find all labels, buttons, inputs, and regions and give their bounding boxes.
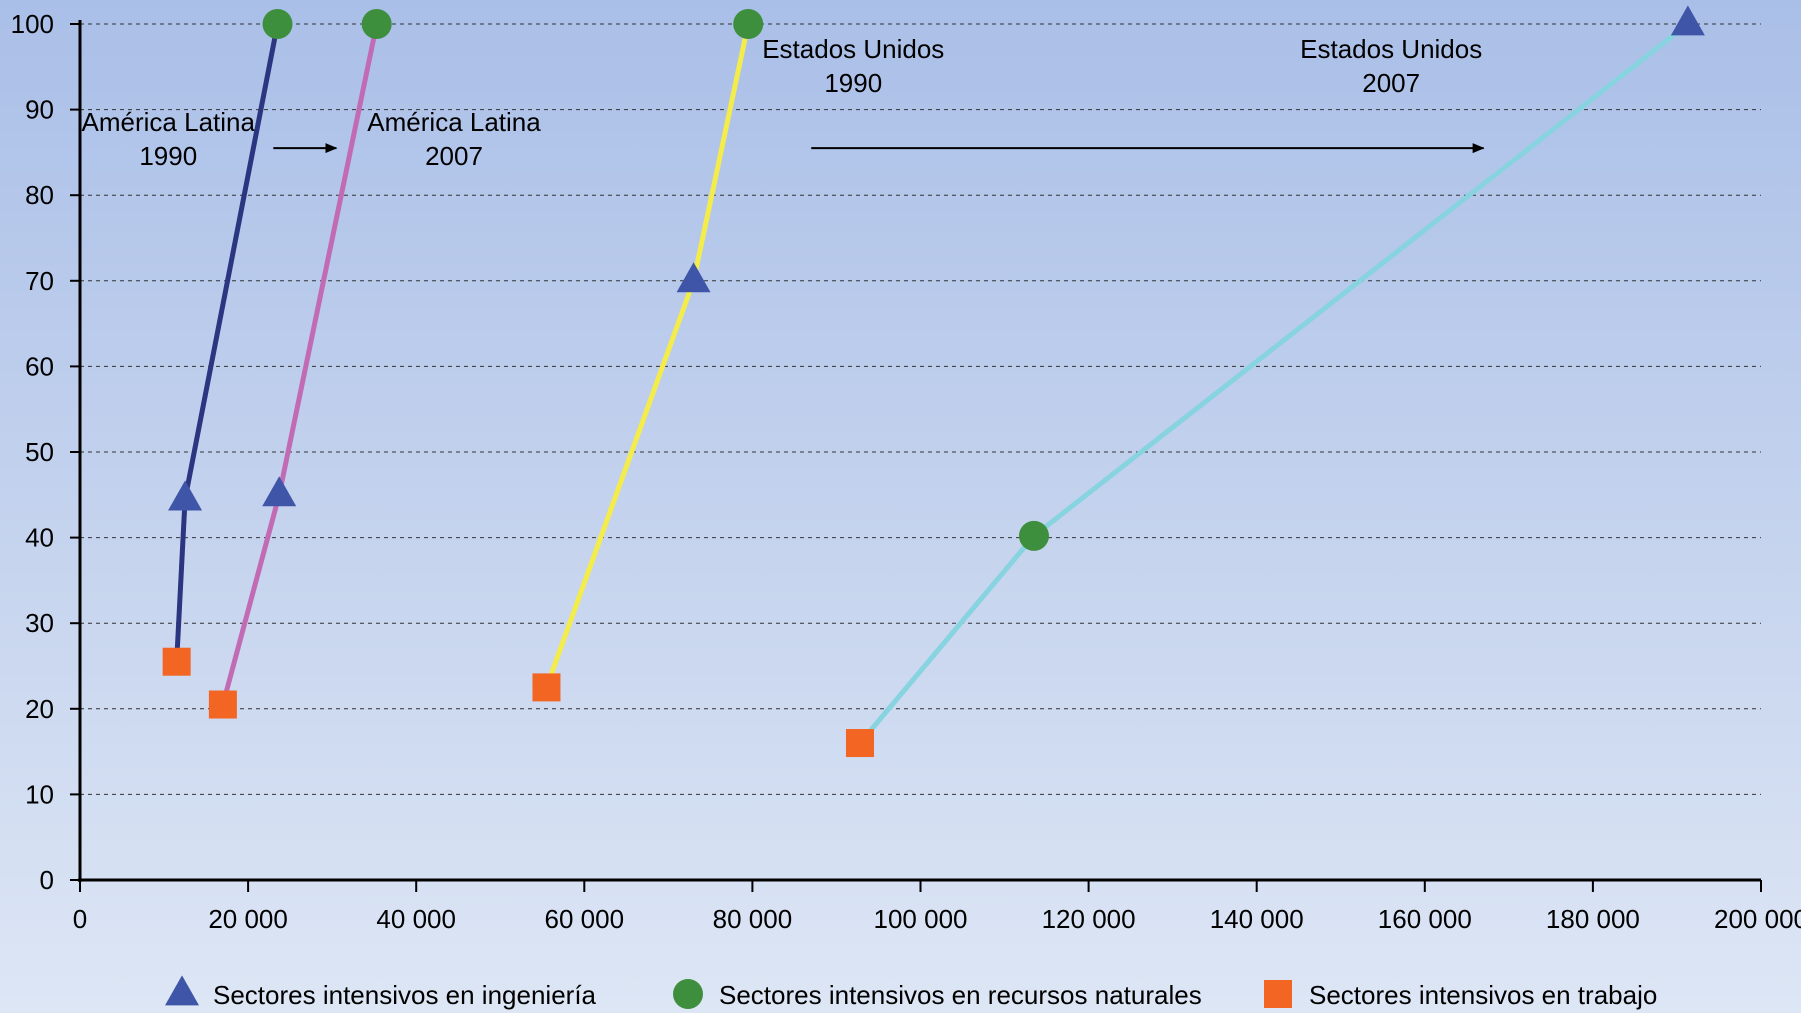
gridlines <box>80 23 1761 795</box>
y-tick-label: 10 <box>25 779 54 809</box>
data-point-square <box>532 673 561 702</box>
y-tick-label: 90 <box>25 95 54 125</box>
annotation-3: Estados Unidos 1990 <box>762 34 944 98</box>
data-point-triangle <box>1670 5 1705 36</box>
x-tick-label: 60 000 <box>545 904 625 934</box>
legend-label: Sectores intensivos en trabajo <box>1309 980 1657 1010</box>
y-tick-label: 70 <box>25 266 54 296</box>
square-icon <box>1264 980 1292 1008</box>
legend-item-circle: Sectores intensivos en recursos naturale… <box>673 979 1202 1010</box>
y-tick-label: 100 <box>11 9 54 39</box>
legend-label: Sectores intensivos en recursos naturale… <box>719 980 1202 1010</box>
annotation-2: América Latina 2007 <box>367 107 541 171</box>
x-tick-label: 160 000 <box>1378 904 1472 934</box>
x-tick-label: 20 000 <box>208 904 288 934</box>
data-point-circle <box>733 9 764 39</box>
legend-item-triangle: Sectores intensivos en ingeniería <box>165 975 597 1010</box>
y-tick-label: 50 <box>25 437 54 467</box>
legend-label: Sectores intensivos en ingeniería <box>213 980 597 1010</box>
y-tick-label: 80 <box>25 180 54 210</box>
data-point-triangle <box>676 262 711 293</box>
tick-labels: 0 10 20 30 40 50 60 70 80 90 100 0 20 000 40 000 60 00… <box>11 9 1801 934</box>
legend-item-square: Sectores intensivos en trabajo <box>1264 980 1657 1010</box>
x-tick-label: 0 <box>73 904 87 934</box>
series-line-3 <box>544 23 751 689</box>
x-tick-label: 180 000 <box>1546 904 1640 934</box>
data-point-square <box>845 729 874 758</box>
data-point-square <box>162 647 191 676</box>
data-point-triangle <box>262 476 297 507</box>
annotation-1: América Latina 1990 <box>82 107 256 171</box>
x-tick-label: 100 000 <box>874 904 968 934</box>
triangle-icon <box>165 975 199 1006</box>
x-tick-label: 40 000 <box>376 904 456 934</box>
annotations: América Latina 1990 América Latina 2007 Esta… <box>82 34 1483 171</box>
x-tick-label: 200 000 <box>1714 904 1801 934</box>
data-point-triangle <box>168 480 203 511</box>
data-point-square <box>208 690 237 719</box>
y-tick-label: 40 <box>25 523 54 553</box>
data-point-circle <box>1018 520 1049 551</box>
series-line-4 <box>858 22 1690 745</box>
x-tick-label: 120 000 <box>1042 904 1136 934</box>
circle-icon <box>673 979 703 1009</box>
annotation-4: Estados Unidos 2007 <box>1300 34 1482 98</box>
legend: Sectores intensivos en ingeniería Sectore… <box>165 975 1657 1010</box>
data-point-circle <box>262 9 293 39</box>
data-point-circle <box>361 9 392 39</box>
axes <box>70 20 1762 892</box>
y-tick-label: 60 <box>25 351 54 381</box>
x-tick-label: 80 000 <box>713 904 793 934</box>
y-tick-label: 30 <box>25 608 54 638</box>
y-tick-label: 20 <box>25 694 54 724</box>
x-tick-label: 140 000 <box>1210 904 1304 934</box>
data-markers <box>162 5 1705 758</box>
y-tick-label: 0 <box>40 865 54 895</box>
